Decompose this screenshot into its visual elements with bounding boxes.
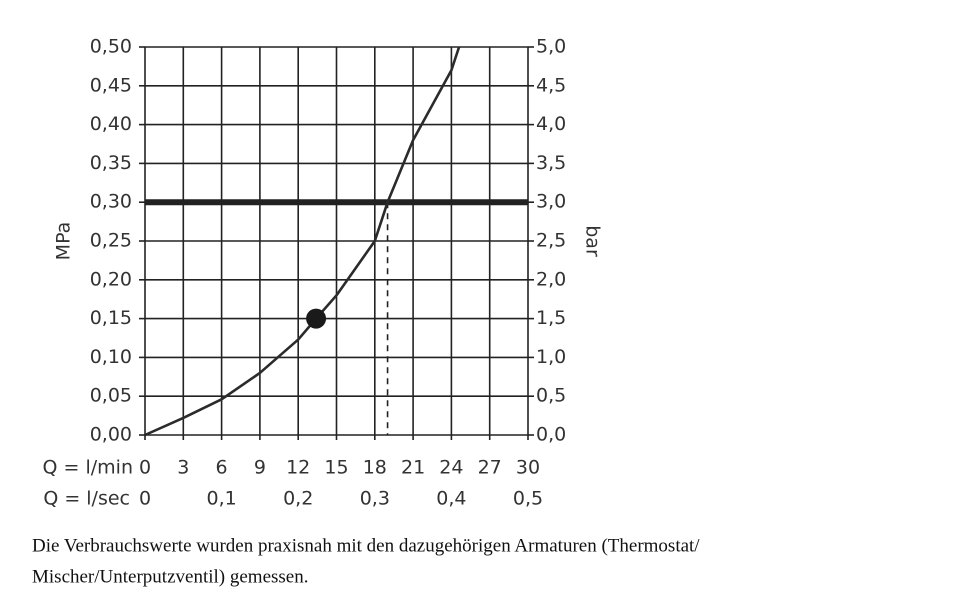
- y2-tick-label: 3,5: [536, 152, 566, 174]
- y-tick-label: 0,20: [90, 268, 132, 290]
- caption: Die Verbrauchswerte wurden praxisnah mit…: [32, 535, 700, 556]
- x-tick-label: 9: [254, 457, 266, 479]
- x-tick-label: 27: [478, 457, 502, 479]
- x-tick-label: 3: [177, 457, 189, 479]
- x-axis-label: Q = l/min: [43, 457, 133, 479]
- x2-axis-label: Q = l/sec: [43, 488, 130, 510]
- y-tick-label: 0,00: [90, 424, 132, 446]
- y-axis-label: MPa: [53, 222, 75, 261]
- x-tick-label: 18: [363, 457, 387, 479]
- x2-tick-label: 0,2: [283, 488, 313, 510]
- y2-tick-label: 2,0: [536, 268, 566, 290]
- y2-tick-label: 2,5: [536, 230, 566, 252]
- curve: [144, 46, 461, 437]
- x-tick-label: 0: [139, 457, 151, 479]
- x-tick-label: 21: [401, 457, 425, 479]
- y-tick-label: 0,35: [90, 152, 132, 174]
- x-tick-label: 24: [439, 457, 463, 479]
- y-tick-label: 0,25: [90, 230, 132, 252]
- y-tick-label: 0,50: [90, 36, 132, 58]
- x-tick-label: 6: [216, 457, 228, 479]
- x-tick-label: 12: [286, 457, 310, 479]
- y2-axis-label: bar: [582, 225, 604, 257]
- y2-tick-label: 1,0: [536, 346, 566, 368]
- y2-tick-label: 0,5: [536, 385, 566, 407]
- y-tick-label: 0,10: [90, 346, 132, 368]
- x2-tick-label: 0,5: [513, 488, 543, 510]
- y2-tick-label: 4,5: [536, 74, 566, 96]
- caption: Mischer/Unterputzventil) gemessen.: [32, 566, 308, 587]
- y2-tick-label: 3,0: [536, 191, 566, 213]
- y-tick-label: 0,15: [90, 307, 132, 329]
- y-tick-label: 0,45: [90, 74, 132, 96]
- x-tick-label: 30: [516, 457, 540, 479]
- x-tick-label: 15: [324, 457, 348, 479]
- x2-tick-label: 0: [139, 488, 151, 510]
- y2-tick-label: 5,0: [536, 36, 566, 58]
- x2-tick-label: 0,3: [360, 488, 390, 510]
- y-tick-label: 0,40: [90, 113, 132, 135]
- x2-tick-label: 0,1: [206, 488, 236, 510]
- y2-tick-label: 4,0: [536, 113, 566, 135]
- x2-tick-label: 0,4: [436, 488, 466, 510]
- y-tick-label: 0,30: [90, 191, 132, 213]
- y2-tick-label: 1,5: [536, 307, 566, 329]
- operating-point: [306, 308, 327, 329]
- y2-tick-label: 0,0: [536, 424, 566, 446]
- y-tick-label: 0,05: [90, 385, 132, 407]
